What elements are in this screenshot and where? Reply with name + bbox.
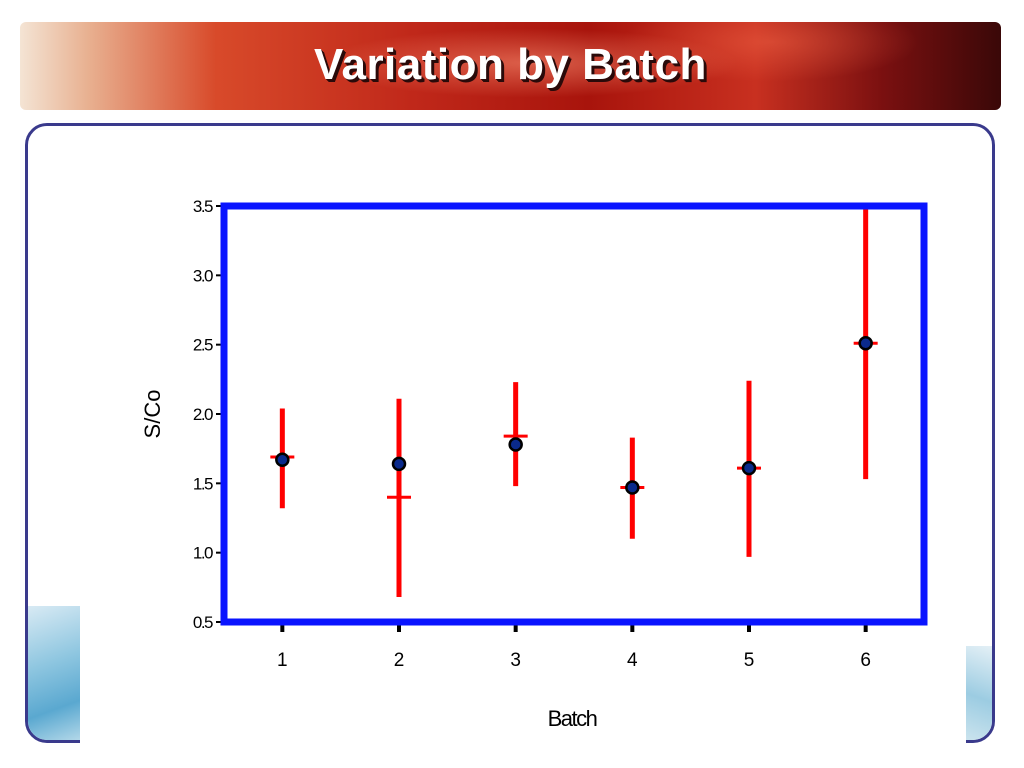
x-tick-label: 1: [277, 650, 288, 671]
y-tick-label: 2.5: [193, 336, 213, 355]
data-point: [625, 480, 640, 495]
x-tick-label: 2: [394, 650, 405, 671]
y-tick-label: 1.0: [193, 544, 213, 563]
plot-border: [220, 202, 928, 626]
data-point: [741, 460, 757, 476]
y-tick-label: 0.5: [193, 613, 213, 632]
x-tick-label: 5: [744, 650, 755, 671]
y-tick-label: 2.0: [193, 405, 213, 424]
x-axis-label: Batch: [548, 706, 597, 731]
x-tick-label: 3: [510, 650, 521, 671]
x-tick-label: 4: [627, 650, 638, 671]
data-point: [508, 437, 523, 452]
data-point: [858, 336, 873, 351]
y-axis-label: S/Co: [140, 390, 165, 439]
slide-title: Variation by Batch: [314, 40, 707, 89]
water-decoration: [28, 606, 88, 740]
x-tick-label: 6: [860, 650, 871, 671]
data-point: [275, 452, 290, 468]
y-tick-label: 3.0: [193, 266, 213, 285]
data-point: [391, 456, 407, 472]
chart-background: [80, 170, 966, 748]
y-tick-label: 1.5: [193, 474, 213, 493]
title-banner: Variation by Batch: [20, 22, 1001, 110]
y-tick-label: 3.5: [193, 197, 213, 216]
